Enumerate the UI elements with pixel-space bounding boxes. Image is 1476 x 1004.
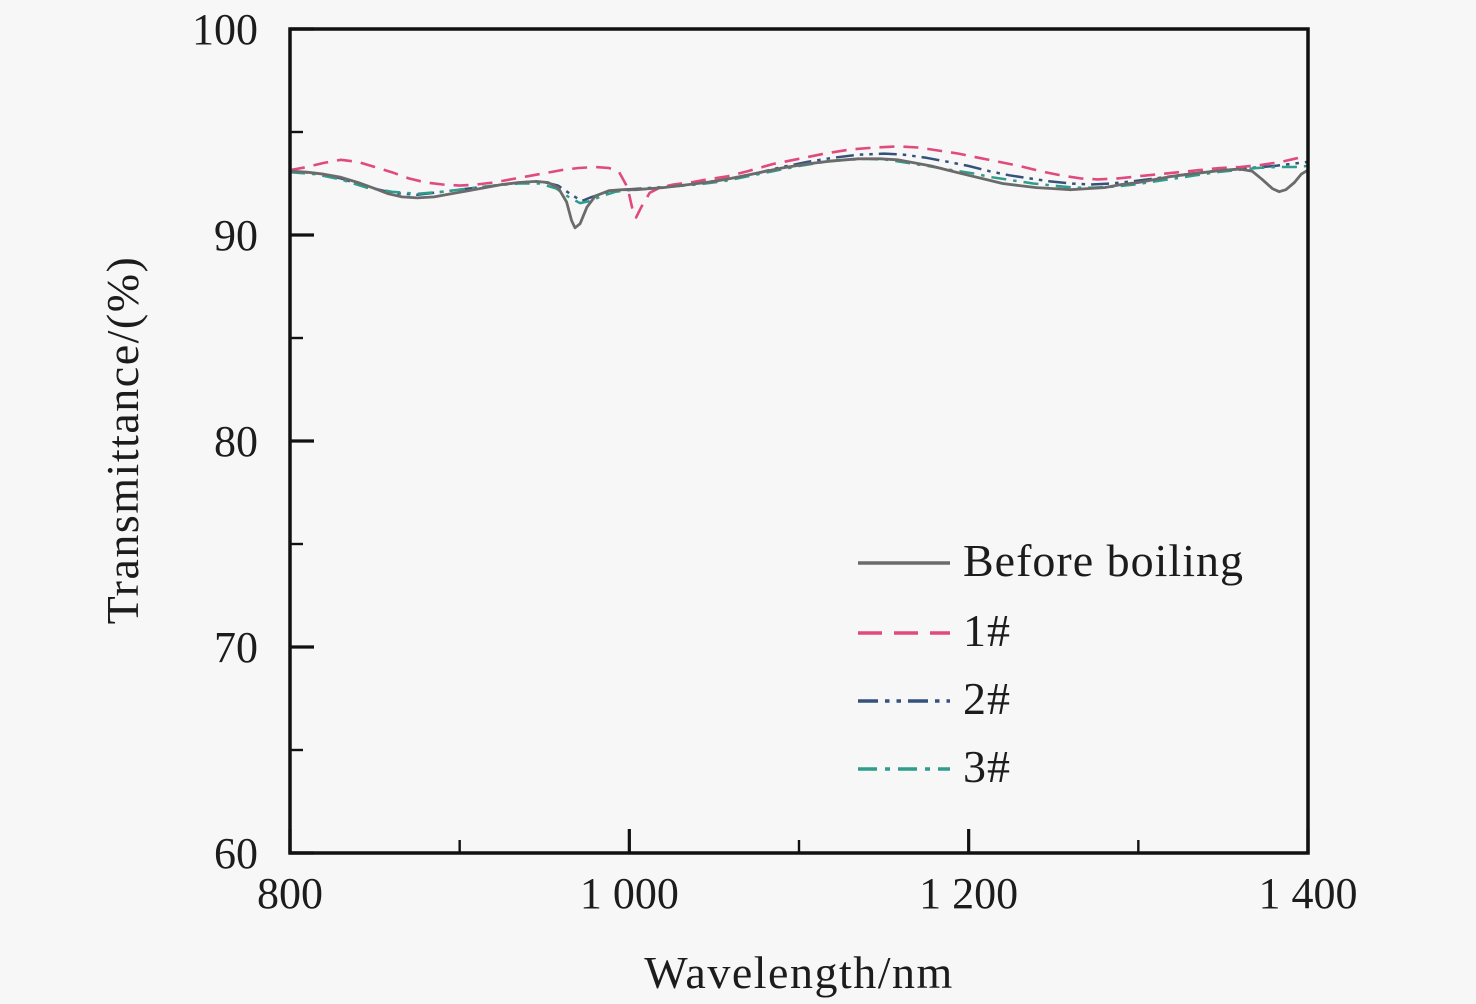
legend-item-1: 1# — [858, 605, 1011, 656]
series-1 — [289, 145, 1309, 219]
y-axis-title: Transmittance/(%) — [97, 256, 148, 625]
y-tick-label: 100 — [192, 5, 258, 54]
x-axis-title: Wavelength/nm — [644, 947, 954, 998]
legend-label-before-boiling: Before boiling — [963, 535, 1244, 586]
legend-item-before-boiling: Before boiling — [858, 535, 1244, 586]
legend-label-1: 1# — [963, 605, 1011, 656]
y-tick-label: 70 — [214, 623, 258, 672]
y-tick-label: 90 — [214, 211, 258, 260]
legend: Before boiling 1# 2# 3# — [858, 535, 1244, 792]
tick-label-layer: 800 1 000 1 200 1 400 100 90 80 70 60 — [192, 5, 1358, 918]
series-before-boiling — [289, 157, 1309, 230]
x-tick-label: 1 400 — [1259, 869, 1358, 918]
legend-item-2: 2# — [858, 673, 1011, 724]
legend-label-2: 2# — [963, 673, 1011, 724]
y-tick-label: 60 — [214, 829, 258, 878]
x-tick-label: 1 000 — [580, 869, 679, 918]
tick-layer — [288, 27, 1310, 855]
series-layer — [289, 145, 1309, 230]
series-2 — [289, 152, 1309, 203]
y-tick-label: 80 — [214, 417, 258, 466]
x-tick-label: 800 — [257, 869, 323, 918]
x-tick-label: 1 200 — [919, 869, 1018, 918]
legend-item-3: 3# — [858, 741, 1011, 792]
legend-label-3: 3# — [963, 741, 1011, 792]
